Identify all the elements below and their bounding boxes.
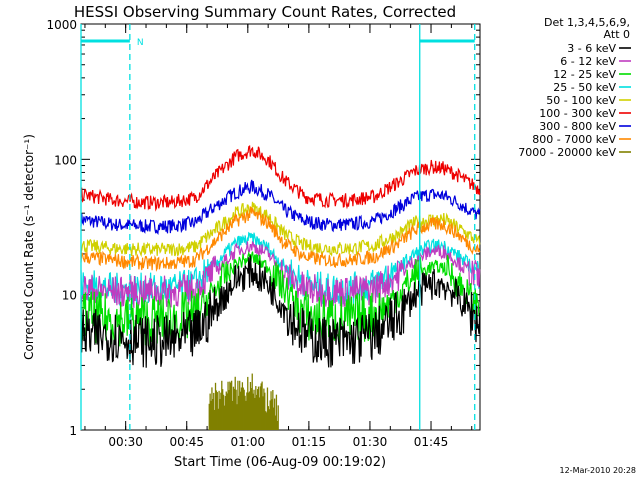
- series-line: [80, 255, 481, 368]
- x-tick-label: 01:15: [292, 435, 327, 449]
- x-tick-label: 00:45: [169, 435, 204, 449]
- y-axis-label: Corrected Count Rate (s⁻¹ detector⁻¹): [22, 134, 36, 360]
- x-axis-label: Start Time (06-Aug-09 00:19:02): [174, 455, 386, 470]
- night-label: N: [137, 38, 144, 48]
- legend-entry-label: 3 - 6 keV: [567, 42, 616, 55]
- y-tick-label: 1000: [46, 18, 77, 32]
- chart-title: HESSI Observing Summary Count Rates, Cor…: [74, 3, 456, 21]
- legend-entry-label: 6 - 12 keV: [560, 55, 616, 68]
- legend-entry-label: 12 - 25 keV: [553, 68, 616, 81]
- y-tick-label: 100: [54, 153, 77, 167]
- x-tick-label: 01:30: [353, 435, 388, 449]
- legend-entry-label: 7000 - 20000 keV: [518, 146, 616, 159]
- legend-entry-label: 100 - 300 keV: [539, 107, 616, 120]
- series-line: [80, 250, 481, 347]
- legend-entry-label: 800 - 7000 keV: [532, 133, 616, 146]
- x-tick-label: 01:45: [414, 435, 449, 449]
- series-line: [80, 179, 481, 235]
- footer-timestamp: 12-Mar-2010 20:28: [560, 466, 637, 475]
- legend-header-detectors: Det 1,3,4,5,6,9,: [544, 16, 630, 29]
- legend-entry-label: 50 - 100 keV: [546, 94, 616, 107]
- y-tick-label: 10: [62, 289, 77, 303]
- x-tick-label: 01:00: [231, 435, 266, 449]
- legend-entry-label: 25 - 50 keV: [553, 81, 616, 94]
- series-line: [80, 201, 481, 258]
- series-line: [80, 144, 481, 212]
- legend-entry-label: 300 - 800 keV: [539, 120, 616, 133]
- plot-area: 1 10 100 1000 00:30 00:45 01:00 01:15 01:30 01:45…: [46, 18, 481, 449]
- y-tick-label: 1: [69, 424, 77, 438]
- legend-header-attenuator: Att 0: [604, 28, 630, 41]
- x-tick-label: 00:30: [108, 435, 143, 449]
- series-line: [80, 205, 481, 272]
